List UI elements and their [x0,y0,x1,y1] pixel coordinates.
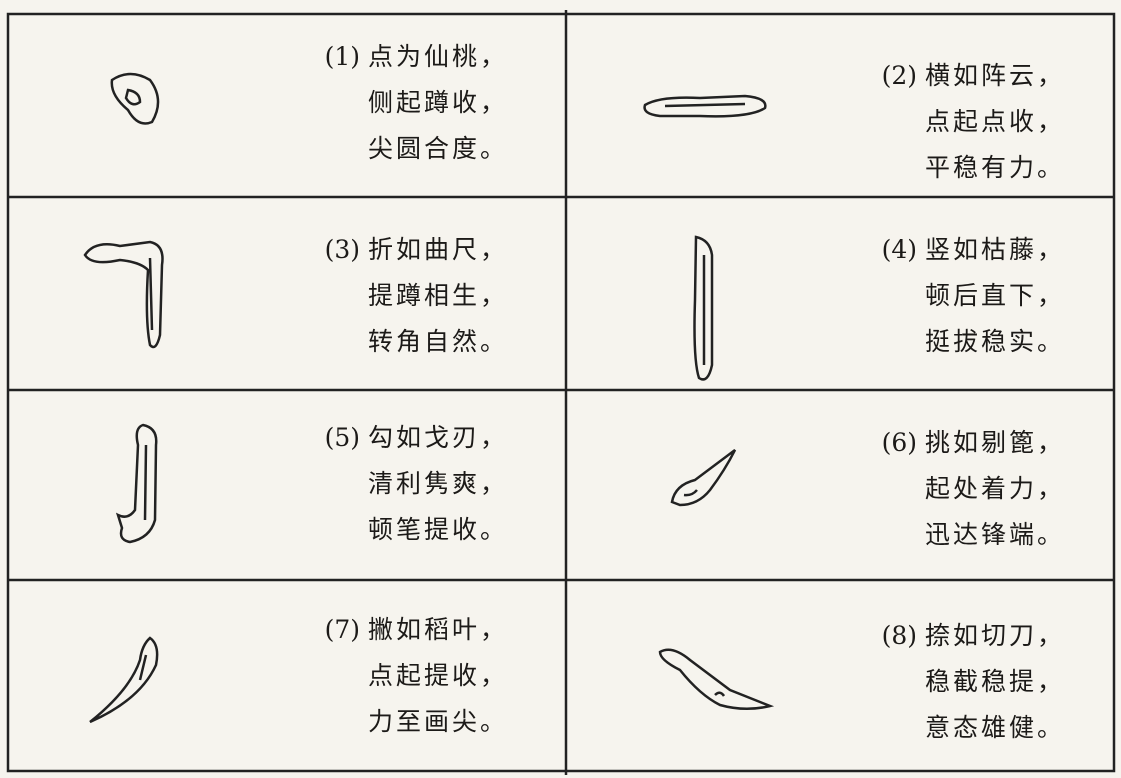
stroke-drawings [83,72,775,724]
verse-text: 挺拔稳实。 [924,327,1065,356]
stroke-number: (4) [881,235,917,264]
grid [6,10,1116,775]
verse: (1) 点为仙桃， 侧起蹲收， 尖圆合度。 [325,34,508,172]
verse-text: 折如曲尺， [367,235,508,264]
verse-line: 平稳有力。 [882,145,1065,191]
verse: (3) 折如曲尺， 提蹲相生， 转角自然。 [325,227,508,365]
verse-line: (3) 折如曲尺， [325,227,508,273]
verse: (7) 撇如稻叶， 点起提收， 力至画尖。 [325,607,508,745]
verse-line: 点起提收， [325,653,508,699]
verse-text: 挑如剔篦， [924,428,1065,457]
verse-text: 迅达锋端。 [924,520,1065,549]
verse-text: 顿后直下， [924,281,1065,310]
verse-text: 起处着力， [924,474,1065,503]
verse-line: 清利隽爽， [325,461,508,507]
verse: (6) 挑如剔篦， 起处着力， 迅达锋端。 [882,420,1065,558]
verse-line: 点起点收， [882,99,1065,145]
verse-line: 转角自然。 [325,319,508,365]
verse-text: 顿笔提收。 [367,515,508,544]
verse-text: 意态雄健。 [924,713,1065,742]
verse: (4) 竖如枯藤， 顿后直下， 挺拔稳实。 [882,227,1065,365]
verse-text: 勾如戈刃， [367,423,508,452]
verse-line: (6) 挑如剔篦， [882,420,1065,466]
verse-text: 竖如枯藤， [924,235,1065,264]
verse-text: 尖圆合度。 [367,134,508,163]
verse-text: 撇如稻叶， [367,615,508,644]
verse-line: 侧起蹲收， [325,80,508,126]
verse-line: 稳截稳提， [882,659,1065,705]
verse-line: 力至画尖。 [325,699,508,745]
verse-line: 意态雄健。 [882,705,1065,751]
stroke-number: (2) [881,61,917,90]
verse: (2) 横如阵云， 点起点收， 平稳有力。 [882,53,1065,191]
verse-line: (1) 点为仙桃， [325,34,508,80]
stroke-number: (7) [324,615,360,644]
verse-text: 横如阵云， [924,61,1065,90]
stroke-number: (1) [324,42,360,71]
verse-line: 顿笔提收。 [325,507,508,553]
verse-text: 转角自然。 [367,327,508,356]
verse-line: (4) 竖如枯藤， [882,227,1065,273]
verse-line: 迅达锋端。 [882,512,1065,558]
verse-text: 点起点收， [924,107,1065,136]
verse-text: 点为仙桃， [367,42,508,71]
verse-line: (7) 撇如稻叶， [325,607,508,653]
stroke-number: (3) [324,235,360,264]
stroke-number: (5) [324,423,360,452]
stroke-number: (6) [881,428,917,457]
verse-line: 顿后直下， [882,273,1065,319]
verse-text: 力至画尖。 [367,707,508,736]
verse-line: 提蹲相生， [325,273,508,319]
verse-text: 稳截稳提， [924,667,1065,696]
stroke-number: (8) [881,621,917,650]
verse-text: 平稳有力。 [924,153,1065,182]
verse-text: 清利隽爽， [367,469,508,498]
verse-text: 点起提收， [367,661,508,690]
verse-text: 侧起蹲收， [367,88,508,117]
verse-text: 捺如切刀， [924,621,1065,650]
verse-line: (8) 捺如切刀， [882,613,1065,659]
verse-line: (5) 勾如戈刃， [325,415,508,461]
verse: (5) 勾如戈刃， 清利隽爽， 顿笔提收。 [325,415,508,553]
verse-line: 尖圆合度。 [325,126,508,172]
verse-line: 起处着力， [882,466,1065,512]
verse-line: 挺拔稳实。 [882,319,1065,365]
verse: (8) 捺如切刀， 稳截稳提， 意态雄健。 [882,613,1065,751]
verse-text: 提蹲相生， [367,281,508,310]
verse-line: (2) 横如阵云， [882,53,1065,99]
